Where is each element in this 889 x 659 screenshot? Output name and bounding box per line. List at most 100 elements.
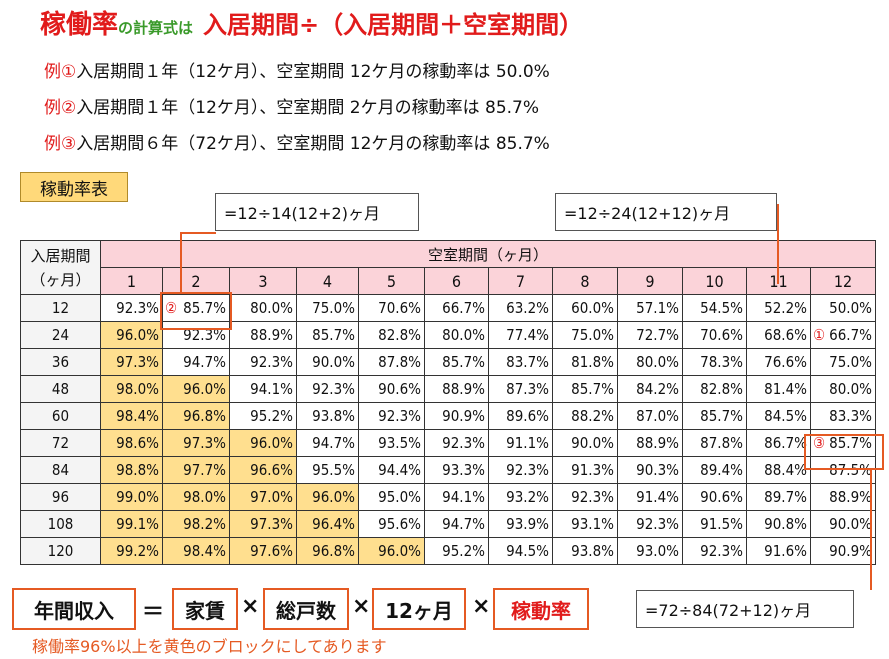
row-header: 12: [20, 294, 101, 322]
table-cell: 66.7%: [424, 294, 489, 322]
table-cell: 96.4%: [296, 510, 359, 538]
table-cell: 87.8%: [358, 348, 425, 376]
table-cell: 72.7%: [617, 321, 683, 349]
table-cell: 75.0%: [810, 348, 876, 376]
cell-value: 80.0%: [829, 380, 872, 398]
table-cell: 86.7%: [746, 429, 811, 457]
table-cell: 87.3%: [488, 375, 553, 403]
table-cell: 97.3%: [100, 348, 163, 376]
table-cell: 83.3%: [810, 402, 876, 430]
column-header: 2: [162, 267, 230, 295]
cell-value: 90.9%: [829, 542, 872, 560]
cell-value: 96.0%: [312, 488, 355, 506]
cell-value: 87.8%: [700, 434, 743, 452]
cell-value: 87.8%: [378, 353, 421, 371]
table-cell: 85.7%: [424, 348, 489, 376]
table-cell: 96.8%: [162, 402, 230, 430]
table-cell: 88.9%: [229, 321, 297, 349]
table-cell: 92.3%: [488, 456, 553, 484]
table-cell: 97.3%: [229, 510, 297, 538]
table-cell: 77.4%: [488, 321, 553, 349]
cell-value: 92.3%: [378, 407, 421, 425]
cell-value: 96.8%: [312, 542, 355, 560]
table-cell: 95.6%: [358, 510, 425, 538]
table-cell: 99.0%: [100, 483, 163, 511]
cell-value: 66.7%: [829, 326, 872, 344]
table-cell: 87.0%: [617, 402, 683, 430]
table-cell: 90.0%: [552, 429, 618, 457]
cell-value: 70.6%: [378, 299, 421, 317]
cell-value: 88.9%: [636, 434, 679, 452]
cell-value: 75.0%: [312, 299, 355, 317]
table-cell: 88.4%: [746, 456, 811, 484]
cell-value: 97.3%: [250, 515, 293, 533]
cell-value: 96.8%: [183, 407, 226, 425]
cell-value: 90.0%: [571, 434, 614, 452]
cell-value: 92.3%: [183, 326, 226, 344]
leader-line: [870, 470, 872, 590]
cell-value: 90.8%: [764, 515, 807, 533]
cell-value: 97.3%: [183, 434, 226, 452]
column-header: 7: [488, 267, 553, 295]
table-cell: 94.7%: [162, 348, 230, 376]
cell-value: 72.7%: [636, 326, 679, 344]
table-row: 48 98.0% 96.0% 94.1% 92.3% 90.6% 88.9% 87.3% 85.…: [20, 375, 876, 403]
cell-value: 94.7%: [183, 353, 226, 371]
column-header: 12: [810, 267, 876, 295]
cell-value: 87.5%: [829, 461, 872, 479]
table-cell: ① 66.7%: [810, 321, 876, 349]
table-cell: 95.2%: [424, 537, 489, 565]
cell-value: 91.5%: [700, 515, 743, 533]
cell-value: 82.8%: [378, 326, 421, 344]
cell-value: 99.1%: [116, 515, 159, 533]
highlight-box-example-3: [804, 434, 884, 470]
cell-value: 80.0%: [636, 353, 679, 371]
column-header: 9: [617, 267, 683, 295]
formula-occupancy-rate: 稼動率: [493, 588, 589, 630]
cell-value: 92.3%: [250, 353, 293, 371]
table-cell: 88.9%: [810, 483, 876, 511]
cell-value: 83.7%: [506, 353, 549, 371]
table-cell: 95.0%: [358, 483, 425, 511]
table-cell: 96.8%: [296, 537, 359, 565]
cell-value: 98.8%: [116, 461, 159, 479]
cell-value: 92.3%: [312, 380, 355, 398]
table-cell: 96.6%: [229, 456, 297, 484]
cell-value: 87.3%: [506, 380, 549, 398]
table-cell: 76.6%: [746, 348, 811, 376]
table-cell: 93.2%: [488, 483, 553, 511]
cell-value: 93.9%: [506, 515, 549, 533]
table-cell: 75.0%: [296, 294, 359, 322]
table-cell: 93.9%: [488, 510, 553, 538]
callout-example-3: =72÷84(72+12)ヶ月: [636, 590, 854, 628]
table-cell: 60.0%: [552, 294, 618, 322]
example-tag: 例①: [44, 62, 77, 82]
cell-value: 92.3%: [571, 488, 614, 506]
table-cell: 99.1%: [100, 510, 163, 538]
cell-value: 90.3%: [636, 461, 679, 479]
cell-value: 93.2%: [506, 488, 549, 506]
cell-value: 88.4%: [764, 461, 807, 479]
cell-value: 97.0%: [250, 488, 293, 506]
table-cell: 94.1%: [424, 483, 489, 511]
column-header: 4: [296, 267, 359, 295]
row-header: 84: [20, 456, 101, 484]
table-cell: 85.7%: [296, 321, 359, 349]
table-cell: 93.0%: [617, 537, 683, 565]
cell-value: 54.5%: [700, 299, 743, 317]
callout-example-2: =12÷14(12+2)ヶ月: [215, 193, 419, 231]
table-cell: 92.3%: [617, 510, 683, 538]
cell-value: 97.3%: [116, 353, 159, 371]
cell-value: 97.6%: [250, 542, 293, 560]
cell-value: 84.5%: [764, 407, 807, 425]
table-body: 12 92.3% ② 85.7% 80.0% 75.0% 70.6% 66.7% 63.2% 60…: [20, 294, 876, 565]
cell-value: 57.1%: [636, 299, 679, 317]
cell-value: 93.8%: [571, 542, 614, 560]
table-cell: 84.2%: [617, 375, 683, 403]
table-cell: 99.2%: [100, 537, 163, 565]
formula-times: ×: [472, 594, 491, 619]
table-cell: 91.6%: [746, 537, 811, 565]
cell-value: 78.3%: [700, 353, 743, 371]
table-cell: 93.5%: [358, 429, 425, 457]
cell-value: 76.6%: [764, 353, 807, 371]
